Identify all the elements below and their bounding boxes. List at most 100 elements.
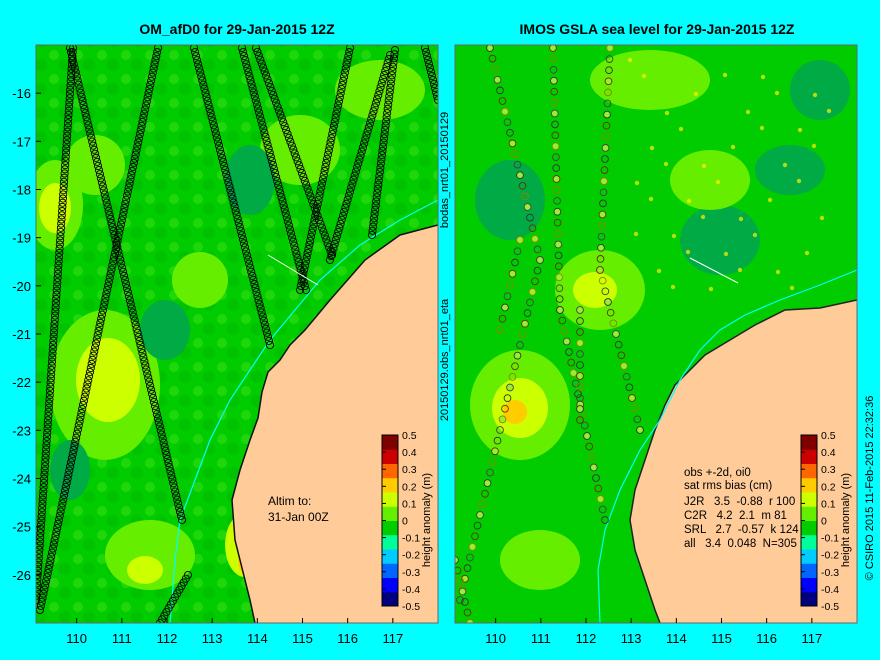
stats-row: SRL 2.7 -0.57 k 124 [684, 524, 799, 536]
stats-block: obs +-2d, oi0 sat rms bias (cm) J2R 3.5 … [684, 467, 799, 550]
obs-file-label: 20150129.obs_nrt01_eta [439, 298, 451, 421]
x-tick-label: 115 [711, 631, 732, 646]
colorbar-tick-label: 0.2 [402, 481, 417, 493]
y-tick-label: -21 [12, 327, 31, 342]
right-colorbar-label: height anomaly (m) [840, 473, 852, 567]
right-anomaly-blobs [470, 50, 850, 590]
y-tick-label: -23 [12, 423, 31, 438]
colorbar-tick-label: -0.1 [821, 533, 839, 545]
colorbar-tick-label: -0.3 [821, 567, 839, 579]
stats-header: sat rms bias (cm) [684, 480, 772, 492]
colorbar-swatch [801, 549, 817, 564]
colorbar-swatch [801, 449, 817, 464]
x-tick-label: 110 [485, 631, 506, 646]
colorbar-tick-label: -0.4 [402, 584, 420, 596]
colorbar-swatch [382, 492, 398, 507]
y-tick-label: -22 [12, 375, 31, 390]
colorbar-swatch [382, 435, 398, 450]
right-colorbar: 0.5 0.4 0.3 0.2 0.1 0 -0.1 -0.2 -0.3 -0.4 -0.5 [800, 430, 839, 613]
colorbar-swatch [801, 534, 817, 550]
colorbar-tick-label: 0 [402, 516, 408, 528]
colorbar-swatch [382, 534, 398, 550]
left-y-axis: -16 -17 -18 -19 -20 -21 -22 -23 -24 -25 -26 [12, 86, 41, 583]
colorbar-tick-label: 0.5 [402, 430, 417, 442]
colorbar-swatch [801, 506, 817, 521]
colorbar-swatch [382, 506, 398, 521]
colorbar-tick-label: 0 [821, 516, 827, 528]
y-tick-label: -25 [12, 520, 31, 535]
right-coastline [629, 299, 857, 623]
colorbar-tick-label: -0.2 [821, 550, 839, 562]
y-tick-label: -16 [12, 86, 31, 101]
colorbar-tick-label: 0.1 [821, 498, 836, 510]
run-id-label: bodas_nrt01_20150129 [439, 112, 451, 228]
left-altimeter-tracks [36, 45, 438, 623]
left-panel-title: OM_afD0 for 29-Jan-2015 12Z [139, 21, 335, 37]
colorbar-tick-label: -0.1 [402, 533, 420, 545]
x-tick-label: 112 [576, 631, 597, 646]
colorbar-swatch [801, 591, 817, 607]
right-x-axis: 110 111 112 113 114 115 116 117 [485, 618, 822, 646]
y-tick-label: -17 [12, 134, 31, 149]
colorbar-swatch [801, 435, 817, 450]
colorbar-swatch [382, 449, 398, 464]
colorbar-swatch [382, 577, 398, 593]
colorbar-swatch [801, 563, 817, 578]
colorbar-swatch [382, 563, 398, 578]
y-tick-label: -24 [12, 472, 31, 487]
colorbar-tick-label: -0.4 [821, 584, 839, 596]
colorbar-swatch [801, 492, 817, 507]
right-observation-tracks [455, 45, 832, 623]
y-tick-label: -18 [12, 183, 31, 198]
colorbar-swatch [382, 477, 398, 493]
x-tick-label: 113 [621, 631, 642, 646]
left-depth-contour [169, 199, 438, 623]
left-coastline [231, 224, 438, 623]
x-tick-label: 114 [247, 631, 268, 646]
colorbar-tick-label: 0.3 [402, 464, 417, 476]
x-tick-label: 117 [382, 631, 403, 646]
colorbar-tick-label: -0.5 [402, 601, 420, 613]
x-tick-label: 113 [202, 631, 223, 646]
left-map-panel [36, 45, 438, 623]
altim-note-line1: Altim to: [268, 494, 311, 508]
colorbar-tick-label: 0.4 [821, 447, 836, 459]
colorbar-swatch [382, 591, 398, 607]
stats-title: obs +-2d, oi0 [684, 467, 751, 479]
x-tick-label: 112 [157, 631, 178, 646]
left-x-axis: 110 111 112 113 114 115 116 117 [66, 618, 403, 646]
colorbar-tick-label: 0.5 [821, 430, 836, 442]
left-anomaly-blobs [36, 60, 425, 590]
right-depth-contour [597, 269, 857, 623]
x-tick-label: 111 [112, 631, 132, 646]
colorbar-tick-label: 0.3 [821, 464, 836, 476]
stats-row: J2R 3.5 -0.88 r 100 [684, 496, 795, 508]
colorbar-tick-label: -0.2 [402, 550, 420, 562]
y-tick-label: -19 [12, 231, 31, 246]
right-section-line [689, 257, 739, 284]
colorbar-swatch [382, 463, 398, 479]
colorbar-tick-label: -0.5 [821, 601, 839, 613]
right-landmass [630, 300, 857, 623]
colorbar-swatch [801, 577, 817, 593]
colorbar-tick-label: -0.3 [402, 567, 420, 579]
colorbar-swatch [801, 463, 817, 479]
left-colorbar-label: height anomaly (m) [421, 473, 433, 567]
stats-row: all 3.4 0.048 N=305 [684, 538, 797, 550]
right-panel-title: IMOS GSLA sea level for 29-Jan-2015 12Z [520, 21, 795, 37]
x-tick-label: 116 [756, 631, 777, 646]
x-tick-label: 114 [666, 631, 687, 646]
x-tick-label: 117 [801, 631, 822, 646]
altim-note-line2: 31-Jan 00Z [268, 510, 329, 524]
x-tick-label: 110 [66, 631, 87, 646]
left-colorbar: 0.5 0.4 0.3 0.2 0.1 0 -0.1 -0.2 -0.3 -0.4 -0.5 [381, 430, 420, 613]
colorbar-swatch [801, 520, 817, 536]
x-tick-label: 115 [292, 631, 313, 646]
stats-row: C2R 4.2 2.1 m 81 [684, 510, 787, 522]
colorbar-swatch [382, 549, 398, 564]
copyright-label: © CSIRO 2015 11-Feb-2015 22:32:36 [864, 396, 876, 581]
colorbar-swatch [801, 477, 817, 493]
colorbar-swatch [382, 520, 398, 536]
colorbar-tick-label: 0.2 [821, 481, 836, 493]
